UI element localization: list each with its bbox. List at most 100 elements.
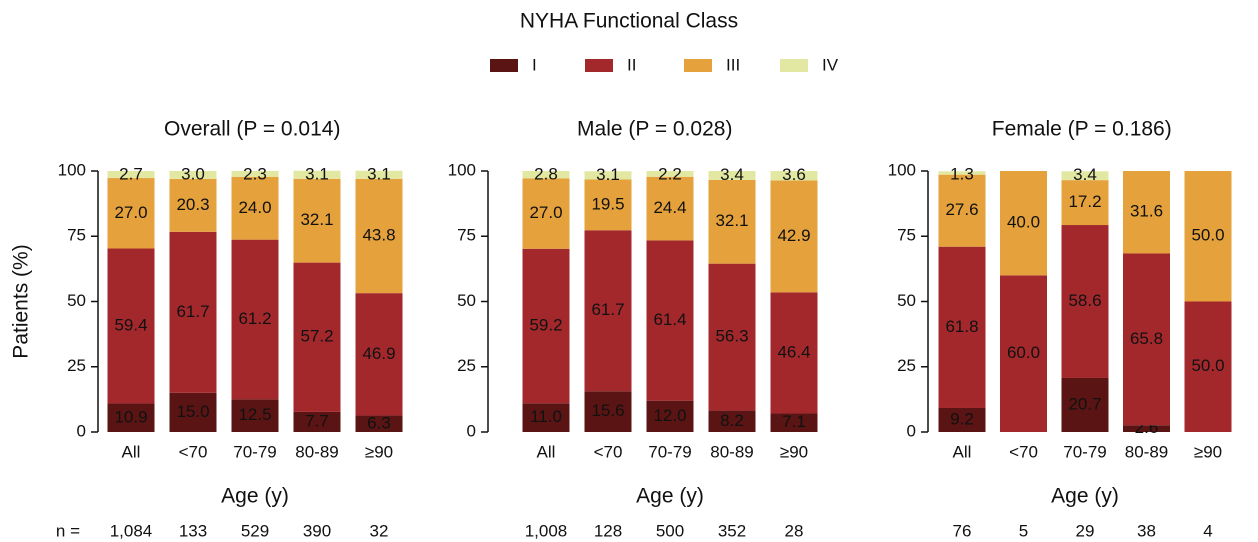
bar-segment <box>708 179 756 264</box>
value-label: 40.0 <box>1007 213 1040 232</box>
bar-segment <box>522 178 570 249</box>
value-label: 12.0 <box>653 406 686 425</box>
value-label: 7.1 <box>782 412 806 431</box>
bar-segment <box>1061 225 1109 378</box>
x-tick-label: ≥90 <box>780 442 808 461</box>
bar-segment <box>293 170 341 179</box>
bar-segment <box>708 171 756 180</box>
bar-segment <box>293 178 341 263</box>
bar-segment <box>938 246 986 408</box>
chart-title: Overall (P = 0.014) <box>164 118 340 141</box>
bar-segment <box>1123 253 1170 426</box>
bar-segment <box>107 248 155 404</box>
value-label: 61.7 <box>591 300 624 319</box>
n-count: 1,008 <box>525 521 568 540</box>
value-label: 61.2 <box>238 309 271 328</box>
bar-segment <box>355 415 403 432</box>
bar-segment <box>107 403 155 432</box>
n-count: 529 <box>241 521 269 540</box>
bar-segment <box>522 248 570 404</box>
y-tick-label: 100 <box>448 160 476 179</box>
x-tick-label: ≥90 <box>365 442 393 461</box>
value-label: 46.4 <box>777 342 810 361</box>
bar-segment <box>770 292 818 414</box>
y-axis-label: Patients (%) <box>10 244 33 358</box>
value-label: 15.6 <box>591 401 624 420</box>
n-count: 352 <box>718 521 746 540</box>
bar-segment <box>107 178 155 249</box>
value-label: 6.3 <box>367 413 391 432</box>
y-tick-label: 25 <box>457 356 476 375</box>
value-label: 3.4 <box>1073 165 1097 184</box>
x-tick-label: <70 <box>179 442 208 461</box>
x-tick-label: 80-89 <box>295 442 338 461</box>
x-tick-label: All <box>537 442 556 461</box>
y-tick-label: 100 <box>888 160 916 179</box>
bar-segment <box>770 413 818 432</box>
n-count: 76 <box>953 521 972 540</box>
bar-segment <box>1123 171 1170 254</box>
value-label: 59.4 <box>114 316 147 335</box>
value-label: 10.9 <box>114 407 147 426</box>
bar-segment <box>231 177 279 240</box>
value-label: 2.2 <box>658 164 682 183</box>
value-label: 20.7 <box>1068 394 1101 413</box>
value-label: 9.2 <box>950 409 974 428</box>
value-label: 42.9 <box>777 226 810 245</box>
y-tick-label: 50 <box>897 291 916 310</box>
bar-segment <box>938 174 986 247</box>
value-label: 2.3 <box>243 164 267 183</box>
legend-swatch <box>585 59 613 72</box>
value-label: 61.4 <box>653 310 686 329</box>
bar-segment <box>1184 171 1232 302</box>
bar-segment <box>938 171 986 175</box>
n-count: 4 <box>1203 521 1212 540</box>
x-tick-label: <70 <box>1009 442 1038 461</box>
x-tick-label: 80-89 <box>1125 442 1168 461</box>
n-label: n = <box>56 521 80 540</box>
value-label: 3.1 <box>305 164 329 183</box>
y-tick-label: 0 <box>77 421 86 440</box>
bar-segment <box>1061 377 1109 432</box>
legend-swatch <box>684 59 712 72</box>
n-count: 390 <box>303 521 331 540</box>
value-label: 61.7 <box>176 302 209 321</box>
n-count: 29 <box>1076 521 1095 540</box>
value-label: 15.0 <box>176 402 209 421</box>
bar-segment <box>107 171 155 179</box>
legend-label: IV <box>822 55 839 74</box>
n-count: 32 <box>370 521 389 540</box>
value-label: 32.1 <box>300 210 333 229</box>
bar-segment <box>584 391 632 432</box>
value-label: 50.0 <box>1191 226 1224 245</box>
value-label: 3.1 <box>596 165 620 184</box>
y-tick-label: 100 <box>58 160 86 179</box>
value-label: 8.2 <box>720 411 744 430</box>
y-tick-label: 25 <box>897 356 916 375</box>
value-label: 58.6 <box>1068 291 1101 310</box>
value-label: 27.0 <box>529 203 562 222</box>
bar-segment <box>1000 275 1047 432</box>
n-count: 5 <box>1019 521 1028 540</box>
bar-segment <box>1061 180 1109 226</box>
bar-segment <box>293 262 341 412</box>
n-count: 133 <box>179 521 207 540</box>
bar-segment <box>708 410 756 432</box>
n-count: 500 <box>656 521 684 540</box>
value-label: 3.4 <box>720 165 744 184</box>
x-axis-label: Age (y) <box>1051 485 1119 508</box>
chart-title: Female (P = 0.186) <box>992 118 1172 141</box>
legend-label: I <box>532 55 537 74</box>
x-axis-label: Age (y) <box>636 485 704 508</box>
value-label: 46.9 <box>362 344 395 363</box>
value-label: 32.1 <box>715 211 748 230</box>
value-label: 65.8 <box>1130 329 1163 348</box>
y-tick-label: 25 <box>67 356 86 375</box>
bar-segment <box>938 407 986 432</box>
bar-segment <box>708 263 756 411</box>
bar-segment <box>231 171 279 178</box>
chart-title: Male (P = 0.028) <box>577 118 732 141</box>
value-label: 27.0 <box>114 203 147 222</box>
y-tick-label: 75 <box>897 226 916 245</box>
bar-segment <box>231 399 279 432</box>
